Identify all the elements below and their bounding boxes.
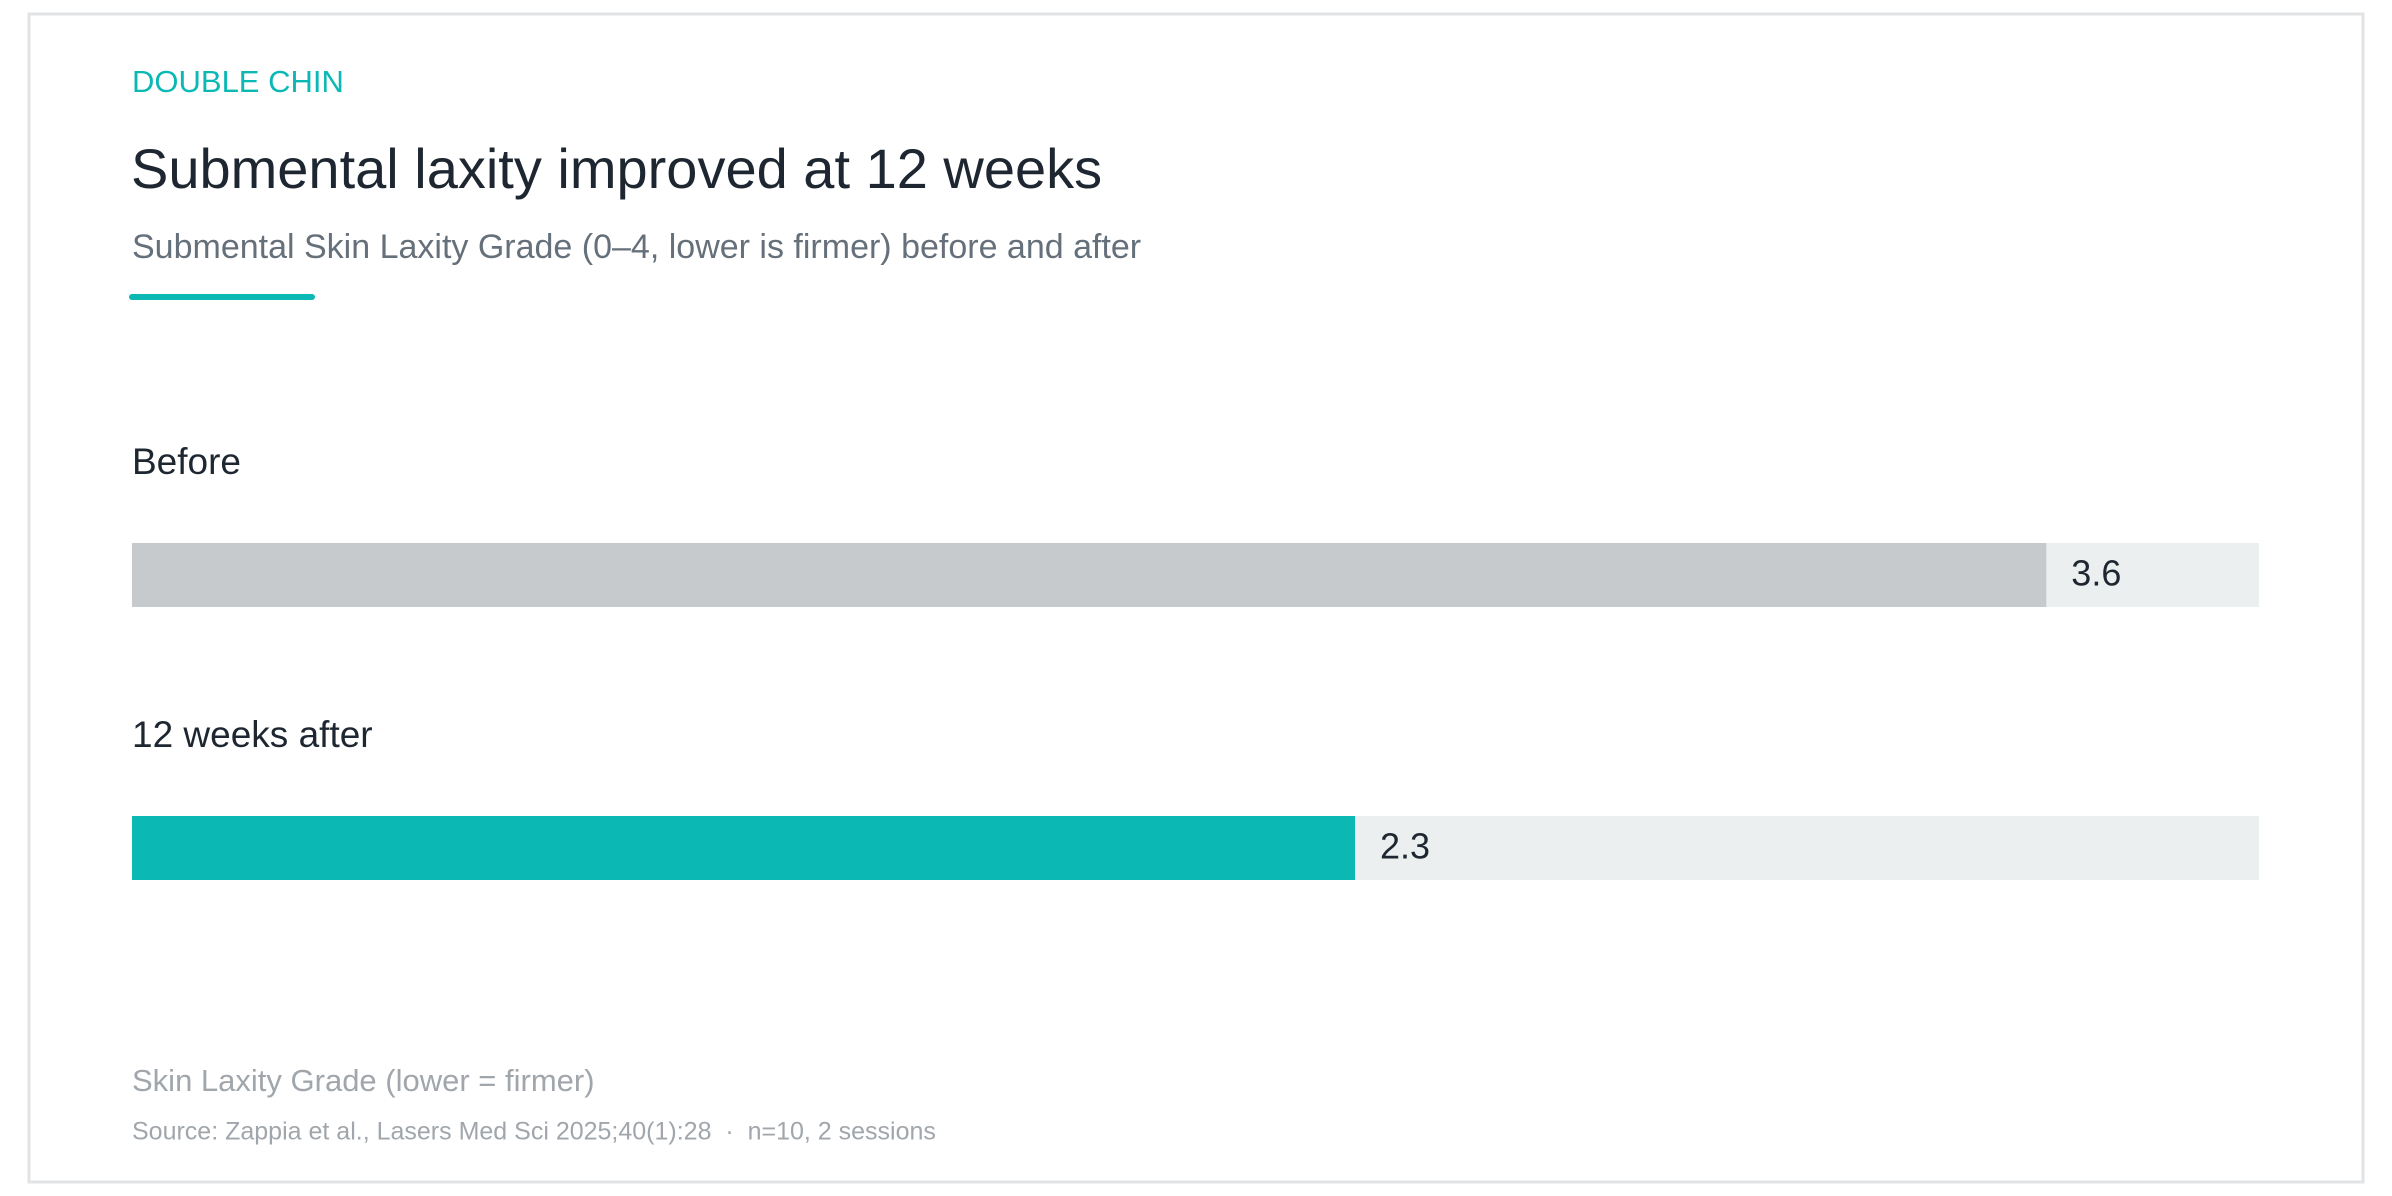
- bar: [132, 543, 2047, 607]
- x-axis-label: Skin Laxity Grade (lower = firmer): [132, 1063, 595, 1098]
- value-label: 3.6: [2071, 553, 2121, 594]
- value-label: 2.3: [1380, 826, 1430, 867]
- chart-title: Submental laxity improved at 12 weeks: [131, 137, 1102, 200]
- source-note: Source: Zappia et al., Lasers Med Sci 20…: [132, 1118, 936, 1146]
- eyebrow: DOUBLE CHIN: [132, 64, 344, 99]
- category-label: 12 weeks after: [132, 714, 373, 755]
- category-label: Before: [132, 441, 241, 482]
- bar: [132, 816, 1356, 880]
- chart-subtitle: Submental Skin Laxity Grade (0–4, lower …: [132, 228, 1141, 266]
